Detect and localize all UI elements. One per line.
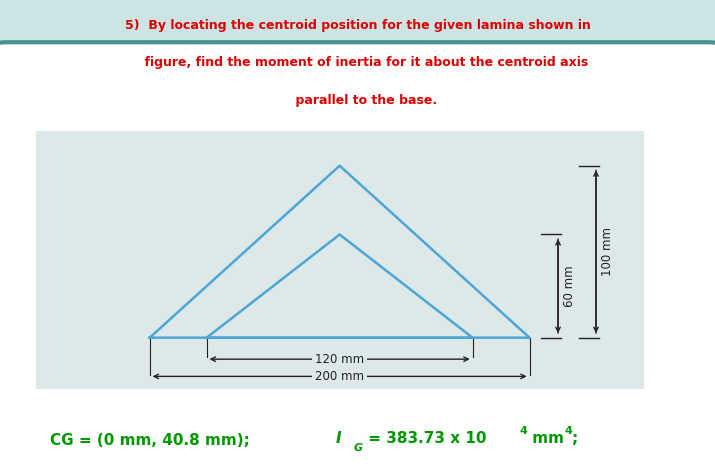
Text: 4: 4 [519, 425, 527, 436]
Text: mm: mm [527, 431, 564, 446]
Text: 100 mm: 100 mm [601, 227, 613, 276]
Text: CG = (0 mm, 40.8 mm);: CG = (0 mm, 40.8 mm); [50, 433, 250, 448]
Text: figure, find the moment of inertia for it about the centroid axis: figure, find the moment of inertia for i… [127, 56, 588, 69]
Text: ;: ; [572, 431, 578, 446]
Text: parallel to the base.: parallel to the base. [278, 94, 437, 107]
Text: 200 mm: 200 mm [315, 370, 364, 383]
Text: 5)  By locating the centroid position for the given lamina shown in: 5) By locating the centroid position for… [124, 19, 591, 32]
Text: = 383.73 x 10: = 383.73 x 10 [363, 431, 487, 446]
Text: 60 mm: 60 mm [563, 265, 576, 307]
Text: I: I [336, 431, 342, 446]
Text: G: G [354, 443, 363, 453]
Text: 120 mm: 120 mm [315, 353, 364, 366]
FancyBboxPatch shape [36, 131, 644, 389]
Text: 4: 4 [565, 425, 573, 436]
